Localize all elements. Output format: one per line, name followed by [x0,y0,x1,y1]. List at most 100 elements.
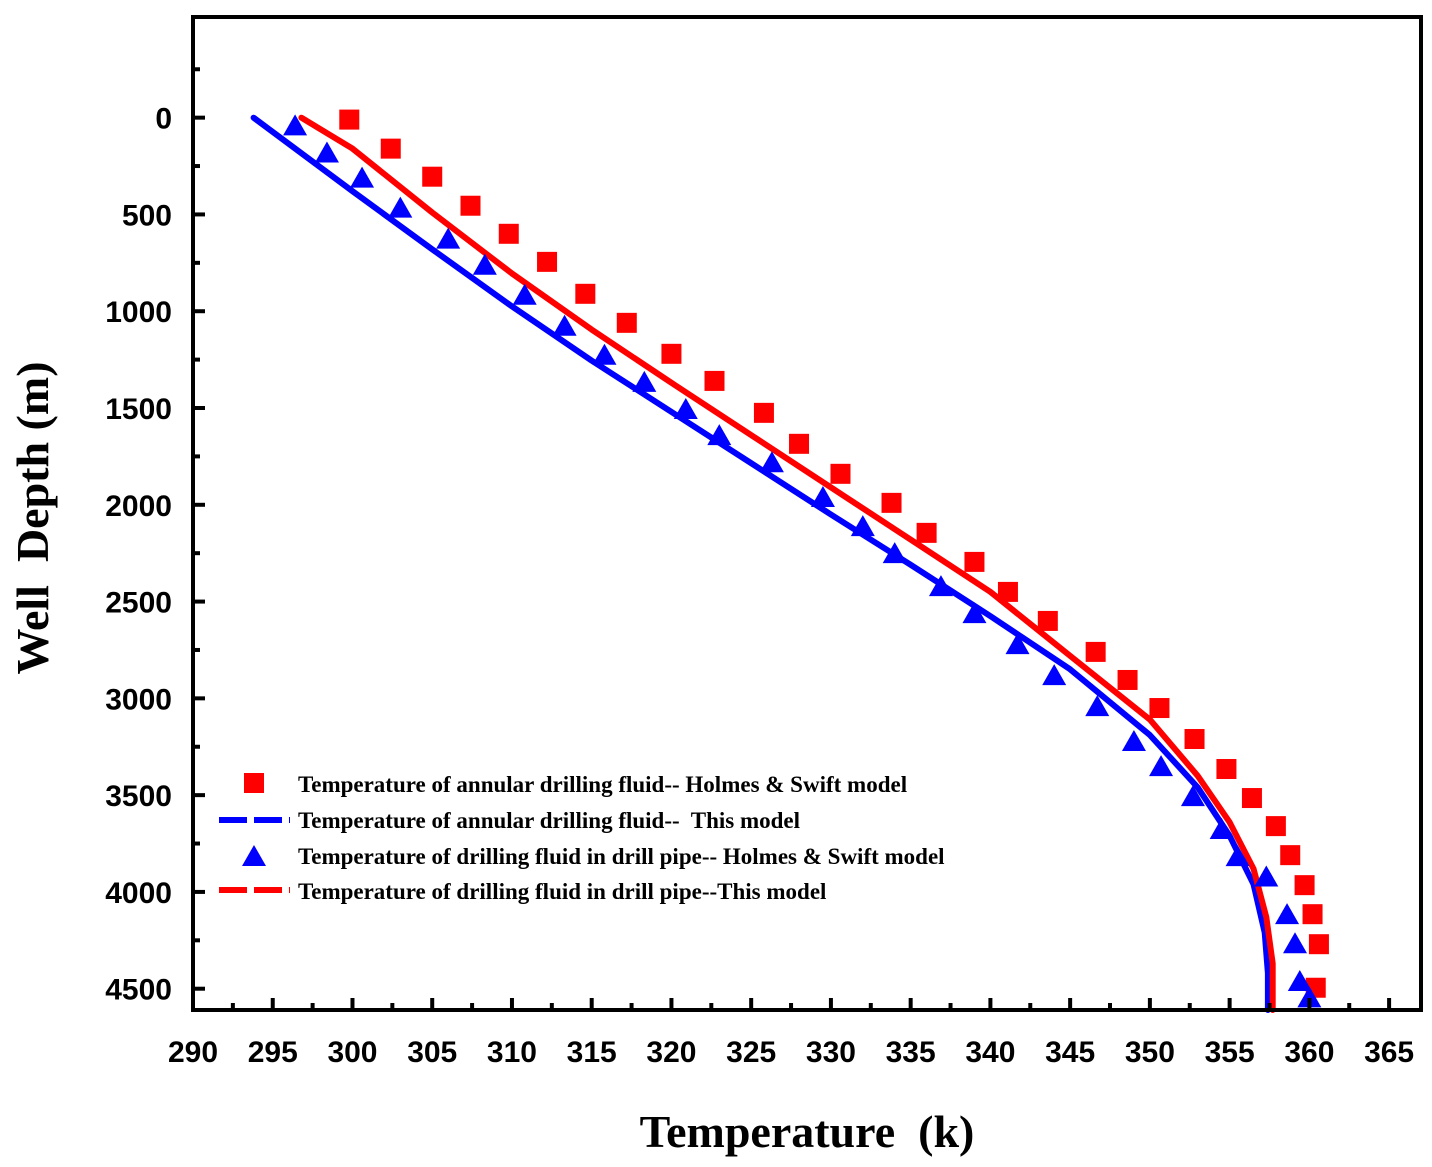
x-tick-label: 340 [965,1036,1015,1069]
triangle-marker [882,542,907,564]
y-tick-label: 4500 [105,974,172,1007]
legend-label-annular-holmes: Temperature of annular drilling fluid-- … [298,772,907,797]
triangle-marker [1180,785,1205,807]
square-marker [1302,904,1323,925]
triangle-marker [512,283,537,305]
square-marker [1085,641,1106,662]
x-tick-label: 350 [1125,1036,1175,1069]
square-marker [1308,934,1329,955]
square-marker [616,312,637,333]
triangle-marker [962,602,987,624]
x-tick-label: 365 [1364,1036,1414,1069]
square-marker [1216,759,1237,780]
triangle-marker [1283,932,1308,954]
x-tick-label: 335 [886,1036,936,1069]
square-marker [339,109,360,130]
x-tick-label: 295 [248,1036,298,1069]
x-tick-label: 360 [1284,1036,1334,1069]
x-axis-title: Temperature (k) [640,1106,975,1157]
y-tick-label: 0 [155,103,172,136]
y-tick-label: 1000 [105,296,172,329]
square-marker [1149,698,1170,719]
x-tick-label: 310 [487,1036,537,1069]
y-tick-label: 2000 [105,490,172,523]
triangle-marker [759,451,784,473]
ticks-layer [191,67,1392,1010]
triangle-marker [1275,903,1300,925]
square-marker [753,402,774,423]
triangle-marker [1005,633,1030,655]
triangle-marker [472,253,497,275]
triangle-marker [1287,969,1312,991]
triangle-marker [552,314,577,336]
legend-label-pipe-holmes: Temperature of drilling fluid in drill p… [298,844,945,869]
triangle-marker [850,515,875,537]
legend-label-pipe-this-model: Temperature of drilling fluid in drill p… [298,879,826,904]
series-line-3 [298,114,1276,1013]
triangle-marker [707,424,732,446]
curves-layer [250,114,1276,1013]
square-marker [704,370,725,391]
triangle-marker [1042,664,1067,686]
legend: Temperature of annular drilling fluid-- … [219,772,945,904]
square-marker [1265,816,1286,837]
square-marker [916,522,937,543]
triangle-marker [592,343,617,365]
x-tick-label: 290 [168,1036,218,1069]
y-axis-title: Well Depth (m) [7,361,58,674]
triangle-marker [1149,755,1174,777]
square-marker [498,223,519,244]
square-marker [537,251,558,272]
triangle-marker [1254,865,1279,887]
square-marker [881,492,902,513]
triangle-marker [632,370,657,392]
x-tick-label: 315 [567,1036,617,1069]
square-marker [789,433,810,454]
triangle-marker [436,227,461,249]
square-marker [1280,845,1301,866]
triangle-marker [1085,695,1110,717]
tick-labels-layer: 290 295 300 305 310 315 320 325 330 335 340 345 350 3… [105,103,1414,1069]
square-marker [964,551,985,572]
x-tick-label: 305 [407,1036,457,1069]
y-tick-label: 4000 [105,877,172,910]
square-marker [830,463,851,484]
square-marker [1241,788,1262,809]
square-marker [1294,875,1315,896]
square-marker [460,195,481,216]
square-marker [661,343,682,364]
y-tick-label: 3000 [105,683,172,716]
legend-marker-triangle [242,845,266,866]
square-marker [997,581,1018,602]
triangle-marker [673,397,698,419]
x-tick-label: 355 [1205,1036,1255,1069]
square-marker [575,283,596,304]
triangle-marker [810,486,835,508]
series-line-1 [250,114,1271,1013]
triangle-marker [1297,986,1322,1008]
triangle-marker [1121,729,1146,751]
square-marker [422,166,443,187]
square-marker [1184,729,1205,750]
x-tick-label: 300 [327,1036,377,1069]
legend-marker-square [244,773,264,793]
square-marker [1117,669,1138,690]
x-tick-label: 320 [646,1036,696,1069]
triangle-marker [928,575,953,597]
legend-label-annular-this-model: Temperature of annular drilling fluid-- … [298,808,800,833]
triangle-marker [1209,818,1234,840]
y-tick-label: 2500 [105,587,172,620]
x-tick-label: 325 [726,1036,776,1069]
x-tick-label: 345 [1045,1036,1095,1069]
triangle-marker [1225,845,1250,867]
triangle-marker [283,114,308,136]
triangle-marker [388,196,413,218]
y-tick-label: 3500 [105,780,172,813]
x-tick-label: 330 [806,1036,856,1069]
triangle-marker [350,166,375,188]
plot-frame [191,15,1423,1012]
square-marker [1037,610,1058,631]
square-marker [380,138,401,159]
triangle-marker [314,141,339,163]
